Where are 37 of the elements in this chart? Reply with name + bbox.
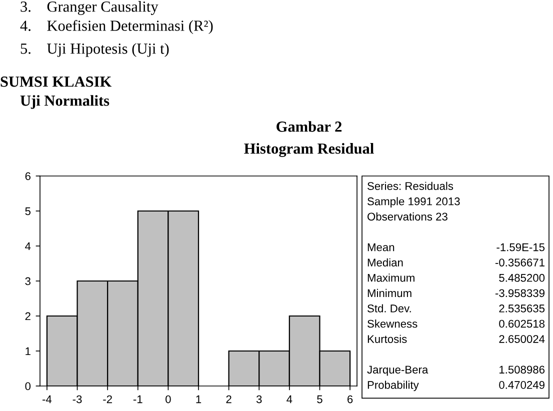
y-tick-label: 0 xyxy=(25,382,31,390)
text: Jarque-Bera 1.508986 xyxy=(367,366,545,376)
y-tick-label: 1 xyxy=(26,347,30,356)
text: Observations 23 xyxy=(368,212,448,221)
text: 3. Granger Causality xyxy=(20,1,158,15)
text: Sample 1991 2013 xyxy=(368,197,460,208)
x-tick-label: 6 xyxy=(348,395,353,404)
x-tick-label: -1 xyxy=(133,395,142,404)
x-tick-label: -3 xyxy=(72,395,82,404)
x-tick-label: -2 xyxy=(103,395,112,404)
text: Minimum -3.958339 xyxy=(368,288,544,298)
x-tick-label: 3 xyxy=(256,395,262,404)
y-tick-label: 3 xyxy=(25,277,30,286)
chart-title: Gambar 2 xyxy=(276,121,342,132)
x-tick-label: 1 xyxy=(196,395,202,404)
text: Kurtosis 2.650024 xyxy=(368,334,545,343)
chart-subtitle: Histogram Residual xyxy=(244,143,374,157)
text: 4. Koefisien Determinasi (R²) xyxy=(20,20,213,34)
x-tick-label: 4 xyxy=(286,395,292,404)
text: Probability 0.470249 xyxy=(368,380,544,392)
text: Series: Residuals xyxy=(368,182,454,190)
x-tick-label: 0 xyxy=(166,395,171,404)
text: SUMSI KLASIK xyxy=(0,76,112,87)
text: 5. Uji Hipotesis (Uji t) xyxy=(20,43,169,57)
x-tick-label: 5 xyxy=(317,395,322,404)
y-tick-label: 2 xyxy=(25,312,30,320)
text: Median -0.356671 xyxy=(368,258,544,266)
text: Maximum 5.485200 xyxy=(368,274,545,282)
text: Uji Normalits xyxy=(20,95,110,109)
text: Std. Dev. 2.535635 xyxy=(368,304,545,312)
x-tick-label: -4 xyxy=(42,395,52,404)
y-tick-label: 4 xyxy=(25,242,31,250)
x-tick-label: 2 xyxy=(226,395,232,404)
y-tick-label: 5 xyxy=(25,207,31,216)
text: Mean -1.59E-15 xyxy=(368,243,545,252)
text: Skewness 0.602518 xyxy=(368,320,545,328)
y-tick-label: 6 xyxy=(25,172,30,180)
